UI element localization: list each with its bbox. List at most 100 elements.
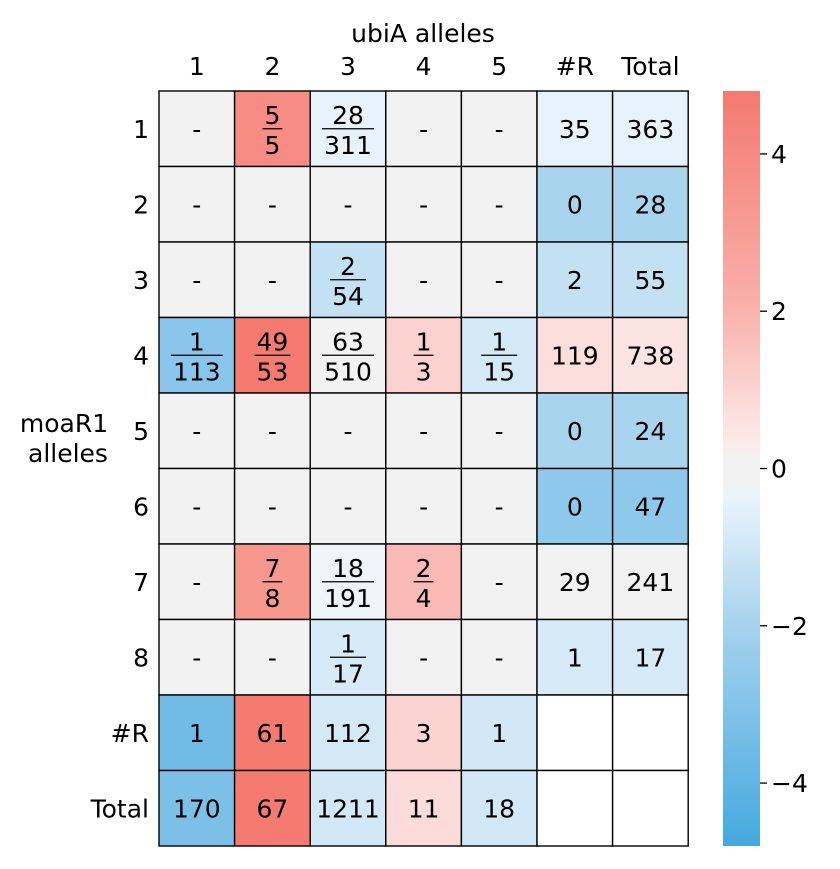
cell-value: - xyxy=(343,417,352,446)
cell-value: 1 xyxy=(491,719,507,748)
colorbar-tick-label: 4 xyxy=(771,140,787,169)
cell-value: - xyxy=(495,266,504,295)
cell-numerator: 28 xyxy=(332,101,364,130)
cell-denominator: 4 xyxy=(416,584,432,613)
heatmap-cell xyxy=(233,769,311,847)
colorbar: 4 2 0 −2 −4 xyxy=(723,91,808,846)
column-label: 3 xyxy=(340,52,356,81)
cell-denominator: 8 xyxy=(264,584,280,613)
column-label: 5 xyxy=(491,52,507,81)
row-tick-labels: 1 2 3 4 5 6 7 8 #R Total xyxy=(90,115,149,824)
cell-value: 17 xyxy=(634,643,666,672)
cell-value: 55 xyxy=(634,266,666,295)
row-label: 6 xyxy=(133,492,149,521)
heatmap-cell xyxy=(385,694,463,772)
heatmap-cell xyxy=(611,165,689,243)
cell-numerator: 1 xyxy=(340,629,356,658)
row-label: 1 xyxy=(133,115,149,144)
heatmap-cell xyxy=(158,618,236,696)
cell-value: - xyxy=(495,190,504,219)
heatmap-cell xyxy=(611,618,689,696)
column-label: Total xyxy=(620,52,679,81)
heatmap-cell xyxy=(385,618,463,696)
colorbar-tick-label: −4 xyxy=(771,769,808,798)
cell-value: 61 xyxy=(256,719,288,748)
cell-value: - xyxy=(419,417,428,446)
heatmap-cell xyxy=(309,694,387,772)
cell-numerator: 63 xyxy=(332,327,364,356)
heatmap-cell xyxy=(158,694,236,772)
cell-value: - xyxy=(268,190,277,219)
heatmap-cell xyxy=(233,618,311,696)
colorbar-gradient xyxy=(723,91,760,846)
cell-numerator: 5 xyxy=(264,101,280,130)
cell-value: - xyxy=(192,492,201,521)
cell-value: - xyxy=(192,266,201,295)
column-label: 2 xyxy=(264,52,280,81)
colorbar-ticks: 4 2 0 −2 −4 xyxy=(760,140,808,798)
heatmap-cell xyxy=(536,316,614,394)
heatmap-cell xyxy=(460,694,538,772)
heatmap-cell xyxy=(233,694,311,772)
x-axis-label: ubiA alleles xyxy=(351,19,495,48)
cell-value: 18 xyxy=(483,794,515,823)
heatmap-cell xyxy=(536,543,614,621)
heatmap-cell xyxy=(385,769,463,847)
cell-value: - xyxy=(495,115,504,144)
cell-value: 2 xyxy=(567,266,583,295)
heatmap-cell xyxy=(385,90,463,168)
heatmap-cell xyxy=(158,543,236,621)
row-label: 5 xyxy=(133,417,149,446)
heatmap-cell xyxy=(385,392,463,470)
cell-value: 1211 xyxy=(316,794,380,823)
column-label: #R xyxy=(556,52,594,81)
cell-denominator: 191 xyxy=(324,584,372,613)
heatmap-cell xyxy=(158,241,236,319)
colorbar-tick-label: 0 xyxy=(771,455,787,484)
heatmap-cell xyxy=(611,543,689,621)
y-axis-label-line-1: moaR1 xyxy=(20,409,108,438)
cell-value: 47 xyxy=(634,492,666,521)
cell-value: - xyxy=(268,643,277,672)
heatmap-cell xyxy=(611,90,689,168)
cell-value: 112 xyxy=(324,719,372,748)
heatmap-cell xyxy=(309,769,387,847)
colorbar-tick-label: −2 xyxy=(771,612,808,641)
heatmap-cell xyxy=(158,90,236,168)
heatmap-cell xyxy=(460,392,538,470)
heatmap-cell xyxy=(611,241,689,319)
heatmap-cell xyxy=(536,392,614,470)
heatmap-cell xyxy=(233,241,311,319)
cell-value: - xyxy=(343,492,352,521)
colorbar-tick-label: 2 xyxy=(771,297,787,326)
cell-denominator: 311 xyxy=(324,131,372,160)
row-label: 8 xyxy=(133,643,149,672)
column-label: 4 xyxy=(416,52,432,81)
cell-value: - xyxy=(343,190,352,219)
cell-value: 3 xyxy=(416,719,432,748)
cell-value: 0 xyxy=(567,417,583,446)
cell-value: - xyxy=(192,115,201,144)
cell-value: 738 xyxy=(627,341,675,370)
cell-value: 170 xyxy=(173,794,221,823)
cell-denominator: 510 xyxy=(324,357,372,386)
cell-value: 0 xyxy=(567,492,583,521)
y-axis-label-line-2: alleles xyxy=(28,439,108,468)
cell-value: - xyxy=(495,643,504,672)
y-axis-label: moaR1 alleles xyxy=(20,409,116,468)
cell-value: - xyxy=(419,643,428,672)
row-label: 2 xyxy=(133,190,149,219)
heatmap-cell xyxy=(611,694,689,772)
cell-value: - xyxy=(268,417,277,446)
cell-value: 0 xyxy=(567,190,583,219)
heatmap-cell xyxy=(385,241,463,319)
cell-denominator: 3 xyxy=(416,357,432,386)
heatmap-cell xyxy=(309,467,387,545)
cell-value: - xyxy=(192,643,201,672)
cell-value: - xyxy=(192,417,201,446)
heatmap-cell xyxy=(536,694,614,772)
heatmap-cell xyxy=(460,165,538,243)
heatmap-cell xyxy=(611,769,689,847)
cell-value: - xyxy=(495,492,504,521)
